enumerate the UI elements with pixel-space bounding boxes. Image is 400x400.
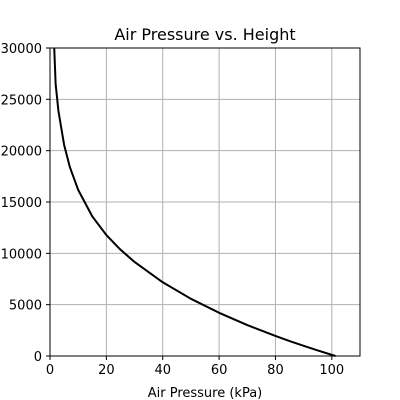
y-tick-label: 30000 [1,42,42,57]
y-tick-label: 10000 [1,247,42,262]
chart-title: Air Pressure vs. Height [114,25,295,44]
grid-lines [49,47,360,357]
x-tick-label: 20 [98,363,115,378]
series-line-0 [53,47,336,357]
x-axis-title: Air Pressure (kPa) [148,386,263,400]
y-tick-label: 15000 [1,196,42,211]
y-tick-label: 20000 [1,145,42,160]
y-tick-label: 25000 [1,93,42,108]
axis-ticks: 0 20 40 60 80 100 0 5000 10000 15000 20000 25000 300… [1,42,345,378]
x-tick-label: 80 [267,363,284,378]
x-tick-label: 100 [319,363,344,378]
x-tick-label: 0 [46,363,54,378]
y-tick-label: 5000 [9,299,42,314]
x-tick-label: 60 [211,363,228,378]
y-tick-label: 0 [34,350,42,365]
x-tick-label: 40 [154,363,171,378]
data-series [53,47,336,357]
